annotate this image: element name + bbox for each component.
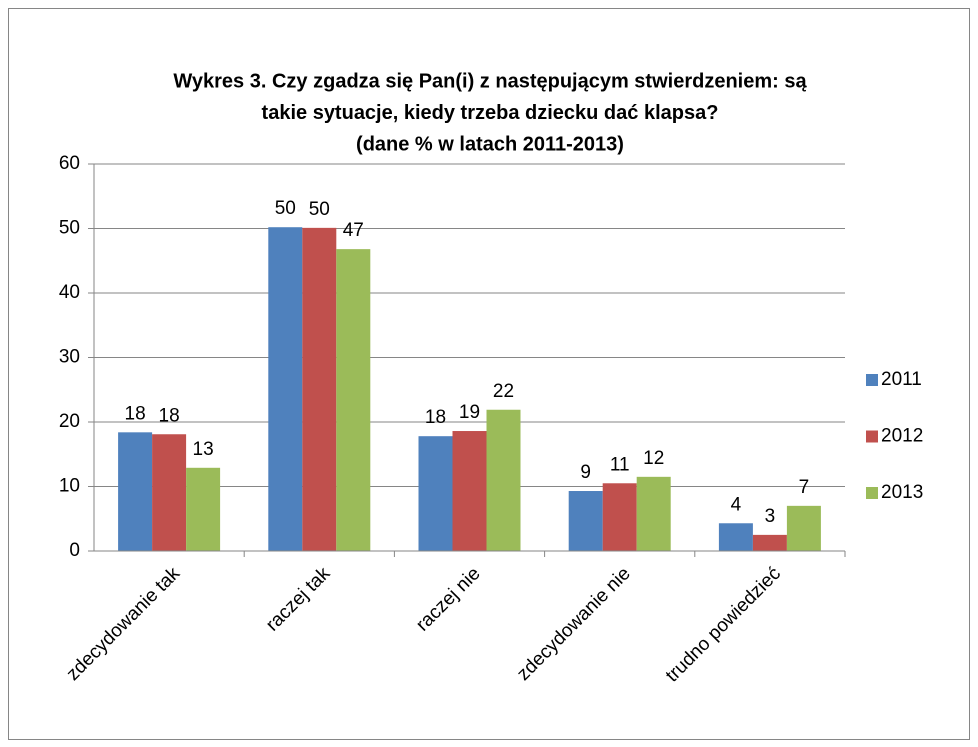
legend-swatch <box>866 374 878 386</box>
y-tick-label: 40 <box>59 282 80 303</box>
y-tick-label: 30 <box>59 347 80 368</box>
data-label: 9 <box>580 462 591 483</box>
y-tick-label: 0 <box>69 540 80 561</box>
data-label: 50 <box>309 199 330 220</box>
data-label: 12 <box>643 448 664 469</box>
data-label: 18 <box>125 403 146 424</box>
bar <box>602 483 637 551</box>
bar <box>418 436 453 551</box>
bar <box>268 227 303 551</box>
y-tick-label: 60 <box>59 153 80 174</box>
bar <box>302 227 337 552</box>
bar <box>718 523 753 551</box>
legend-swatch <box>866 430 878 443</box>
data-label: 4 <box>731 494 742 515</box>
y-tick-label: 10 <box>59 476 80 497</box>
data-label: 11 <box>610 454 630 475</box>
legend-label: 2011 <box>881 369 922 390</box>
bar <box>486 409 521 551</box>
data-label: 18 <box>159 405 180 426</box>
data-label: 7 <box>799 477 810 498</box>
bar <box>786 505 821 551</box>
bar <box>186 467 221 551</box>
bar <box>336 249 371 551</box>
data-label: 50 <box>275 198 296 219</box>
chart-title: takie sytuacje, kiedy trzeba dziecku dać… <box>262 102 719 124</box>
legend-label: 2013 <box>881 482 923 503</box>
data-label: 3 <box>765 506 776 527</box>
data-label: 47 <box>343 220 364 241</box>
data-label: 22 <box>493 381 514 402</box>
bar <box>452 431 487 551</box>
data-label: 19 <box>459 402 480 423</box>
bar <box>568 491 603 551</box>
bar <box>118 432 153 551</box>
data-label: 18 <box>425 407 446 428</box>
bar <box>636 476 671 551</box>
y-tick-label: 50 <box>59 218 80 239</box>
chart-title: (dane % w latach 2011-2013) <box>356 133 624 155</box>
legend-swatch <box>866 487 878 499</box>
data-label: 13 <box>193 439 214 460</box>
legend-label: 2012 <box>881 426 923 447</box>
bar <box>752 534 787 551</box>
chart-title: Wykres 3. Czy zgadza się Pan(i) z następ… <box>173 70 807 92</box>
bar <box>152 434 187 551</box>
y-tick-label: 20 <box>59 411 80 432</box>
chart-border <box>8 8 970 740</box>
